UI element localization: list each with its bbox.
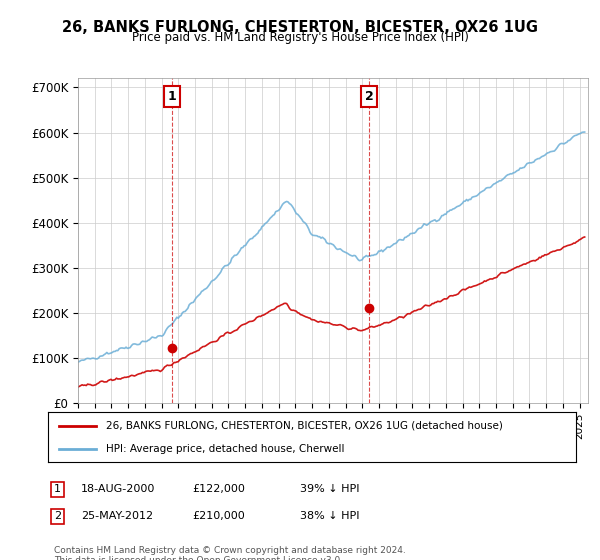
Text: 39% ↓ HPI: 39% ↓ HPI [300,484,359,494]
Text: 25-MAY-2012: 25-MAY-2012 [81,511,153,521]
Text: 26, BANKS FURLONG, CHESTERTON, BICESTER, OX26 1UG: 26, BANKS FURLONG, CHESTERTON, BICESTER,… [62,20,538,35]
Text: 26, BANKS FURLONG, CHESTERTON, BICESTER, OX26 1UG (detached house): 26, BANKS FURLONG, CHESTERTON, BICESTER,… [106,421,503,431]
Text: 2: 2 [365,90,373,103]
Text: 1: 1 [54,484,61,494]
Text: Price paid vs. HM Land Registry's House Price Index (HPI): Price paid vs. HM Land Registry's House … [131,31,469,44]
Text: 2: 2 [54,511,61,521]
Text: £122,000: £122,000 [192,484,245,494]
Text: 18-AUG-2000: 18-AUG-2000 [81,484,155,494]
Text: £210,000: £210,000 [192,511,245,521]
Text: 38% ↓ HPI: 38% ↓ HPI [300,511,359,521]
Text: Contains HM Land Registry data © Crown copyright and database right 2024.
This d: Contains HM Land Registry data © Crown c… [54,546,406,560]
Text: HPI: Average price, detached house, Cherwell: HPI: Average price, detached house, Cher… [106,445,344,454]
Text: 1: 1 [168,90,176,103]
